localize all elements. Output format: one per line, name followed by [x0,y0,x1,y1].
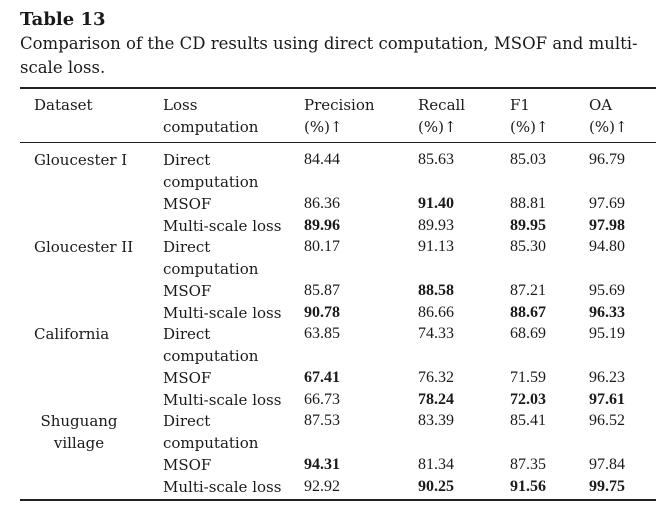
loss-method-cell: Multi-scale loss [163,391,282,409]
header-dataset: Dataset [34,94,93,116]
f1-cell: 72.03 [510,391,546,408]
precision-cell: 85.87 [304,282,340,299]
f1-cell: 87.35 [510,456,546,473]
recall-cell: 76.32 [418,369,454,386]
oa-cell: 97.61 [589,391,625,408]
oa-cell: 97.98 [589,217,625,234]
recall-cell: 74.33 [418,325,454,342]
loss-method-cell: Multi-scale loss [163,304,282,322]
f1-cell: 85.30 [510,238,546,255]
f1-cell: 68.69 [510,325,546,342]
dataset-name: Shuguang village [40,412,118,452]
loss-method-cell: Multi-scale loss [163,478,282,496]
loss-method-cell: MSOF [163,369,212,387]
recall-cell: 91.13 [418,238,454,255]
precision-cell: 90.78 [304,304,340,321]
precision-cell: 63.85 [304,325,340,342]
f1-cell: 89.95 [510,217,546,234]
precision-cell: 92.92 [304,478,340,495]
oa-cell: 95.19 [589,325,625,342]
header-loss-computation: Loss computation [163,94,258,138]
dataset-name: California [34,325,110,343]
precision-cell: 87.53 [304,412,340,429]
header-oa-line1: OA [589,96,613,114]
loss-method-cell: MSOF [163,282,212,300]
f1-cell: 85.03 [510,151,546,168]
recall-cell: 89.93 [418,217,454,234]
loss-method-cell: Direct computation [163,151,259,191]
recall-cell: 78.24 [418,391,454,408]
precision-cell: 66.73 [304,391,340,408]
recall-cell: 81.34 [418,456,454,473]
loss-method-cell: Direct computation [163,325,259,365]
header-f1-line1: F1 [510,96,530,114]
f1-cell: 71.59 [510,369,546,386]
recall-cell: 90.25 [418,478,454,495]
f1-cell: 88.81 [510,195,546,212]
dataset-name: Gloucester II [34,238,134,256]
oa-cell: 97.69 [589,195,625,212]
oa-cell: 97.84 [589,456,625,473]
loss-method-cell: Multi-scale loss [163,217,282,235]
oa-cell: 96.52 [589,412,625,429]
header-oa-line2: (%)↑ [589,118,628,136]
header-loss-line2: computation [163,118,259,136]
f1-cell: 88.67 [510,304,546,321]
oa-cell: 94.80 [589,238,625,255]
dataset-name: Gloucester I [34,151,128,169]
recall-cell: 85.63 [418,151,454,168]
recall-cell: 91.40 [418,195,454,212]
header-recall-line1: Recall [418,96,466,114]
oa-cell: 96.79 [589,151,625,168]
table-label: Table 13 [20,9,106,30]
header-recall-line2: (%)↑ [418,118,457,136]
recall-cell: 83.39 [418,412,454,429]
header-oa: OA (%)↑ [589,94,628,138]
header-f1: F1 (%)↑ [510,94,549,138]
header-precision: Precision (%)↑ [304,94,375,138]
precision-cell: 86.36 [304,195,340,212]
oa-cell: 99.75 [589,478,625,495]
table-bottom-rule [20,499,656,501]
recall-cell: 88.58 [418,282,454,299]
precision-cell: 94.31 [304,456,340,473]
table-header-rule [20,142,656,143]
table-top-rule [20,87,656,89]
header-precision-line1: Precision [304,96,375,114]
table-title-block: Table 13 Comparison of the CD results us… [20,8,660,80]
f1-cell: 87.21 [510,282,546,299]
header-recall: Recall (%)↑ [418,94,465,138]
oa-cell: 96.23 [589,369,625,386]
recall-cell: 86.66 [418,304,454,321]
loss-method-cell: MSOF [163,456,212,474]
loss-method-cell: Direct computation [163,412,259,452]
header-f1-line2: (%)↑ [510,118,549,136]
header-loss-line1: Loss [163,96,198,114]
precision-cell: 84.44 [304,151,340,168]
f1-cell: 91.56 [510,478,546,495]
header-dataset-label: Dataset [34,96,93,114]
loss-method-cell: MSOF [163,195,212,213]
loss-method-cell: Direct computation [163,238,259,278]
oa-cell: 95.69 [589,282,625,299]
oa-cell: 96.33 [589,304,625,321]
precision-cell: 89.96 [304,217,340,234]
f1-cell: 85.41 [510,412,546,429]
header-precision-line2: (%)↑ [304,118,343,136]
table-caption: Comparison of the CD results using direc… [20,34,638,77]
precision-cell: 80.17 [304,238,340,255]
precision-cell: 67.41 [304,369,340,386]
